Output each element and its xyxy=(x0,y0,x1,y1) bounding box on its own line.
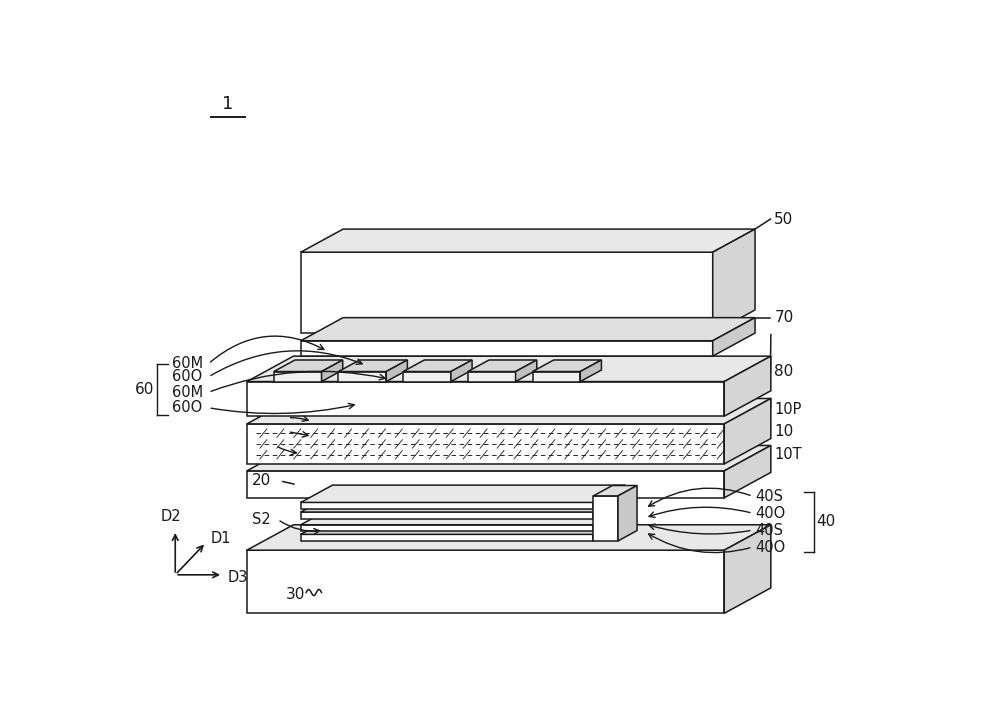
Text: 1: 1 xyxy=(222,95,233,113)
Polygon shape xyxy=(301,525,593,531)
Polygon shape xyxy=(403,360,472,372)
Polygon shape xyxy=(593,495,625,518)
Polygon shape xyxy=(516,360,537,381)
Polygon shape xyxy=(386,360,407,381)
Text: 10T: 10T xyxy=(252,410,280,425)
Polygon shape xyxy=(724,525,771,613)
Polygon shape xyxy=(301,495,625,512)
Text: 40: 40 xyxy=(817,514,836,529)
Text: 10T: 10T xyxy=(774,447,802,462)
Text: D2: D2 xyxy=(161,509,182,524)
Polygon shape xyxy=(301,503,593,509)
Polygon shape xyxy=(713,318,755,356)
Polygon shape xyxy=(301,508,625,525)
Text: 60M: 60M xyxy=(172,385,203,400)
Polygon shape xyxy=(593,508,625,531)
Polygon shape xyxy=(593,485,637,496)
Polygon shape xyxy=(301,512,593,518)
Text: 10P: 10P xyxy=(252,424,280,439)
Polygon shape xyxy=(724,445,771,498)
Polygon shape xyxy=(247,424,724,464)
Polygon shape xyxy=(403,372,451,381)
Text: 60: 60 xyxy=(135,382,154,397)
Polygon shape xyxy=(247,525,771,550)
Polygon shape xyxy=(322,360,343,381)
Polygon shape xyxy=(301,341,713,356)
Text: 60O: 60O xyxy=(172,400,202,415)
Polygon shape xyxy=(247,356,771,381)
Polygon shape xyxy=(533,372,580,381)
Polygon shape xyxy=(301,534,593,541)
Text: D3: D3 xyxy=(228,570,248,586)
Text: 10: 10 xyxy=(774,424,794,439)
Polygon shape xyxy=(301,318,755,341)
Text: D1: D1 xyxy=(211,531,231,546)
Text: S1: S1 xyxy=(252,438,271,453)
Polygon shape xyxy=(274,372,322,381)
Polygon shape xyxy=(580,360,601,381)
Text: 40S: 40S xyxy=(755,523,783,538)
Text: 40O: 40O xyxy=(755,539,785,554)
Polygon shape xyxy=(301,485,625,503)
Polygon shape xyxy=(247,471,724,498)
Polygon shape xyxy=(301,517,625,534)
Polygon shape xyxy=(247,550,724,613)
Text: 10P: 10P xyxy=(774,401,802,417)
Polygon shape xyxy=(247,445,771,471)
Text: 40S: 40S xyxy=(755,489,783,504)
Polygon shape xyxy=(593,485,625,509)
Polygon shape xyxy=(274,360,343,372)
Text: 80: 80 xyxy=(774,364,794,379)
Text: 60O: 60O xyxy=(172,370,202,384)
Polygon shape xyxy=(618,485,637,541)
Polygon shape xyxy=(593,517,625,541)
Text: 60M: 60M xyxy=(172,357,203,371)
Polygon shape xyxy=(724,399,771,464)
Text: 20: 20 xyxy=(252,474,271,488)
Polygon shape xyxy=(533,360,601,372)
Polygon shape xyxy=(468,372,516,381)
Polygon shape xyxy=(338,372,386,381)
Polygon shape xyxy=(301,229,755,252)
Polygon shape xyxy=(338,360,407,372)
Polygon shape xyxy=(247,399,771,424)
Text: 70: 70 xyxy=(774,310,794,325)
Text: 30: 30 xyxy=(285,587,305,602)
Polygon shape xyxy=(593,496,618,541)
Text: S2: S2 xyxy=(252,512,271,527)
Polygon shape xyxy=(468,360,537,372)
Text: 50: 50 xyxy=(774,212,794,227)
Text: 40O: 40O xyxy=(755,505,785,521)
Polygon shape xyxy=(247,381,724,416)
Polygon shape xyxy=(724,356,771,416)
Polygon shape xyxy=(301,252,713,333)
Polygon shape xyxy=(713,229,755,333)
Polygon shape xyxy=(451,360,472,381)
